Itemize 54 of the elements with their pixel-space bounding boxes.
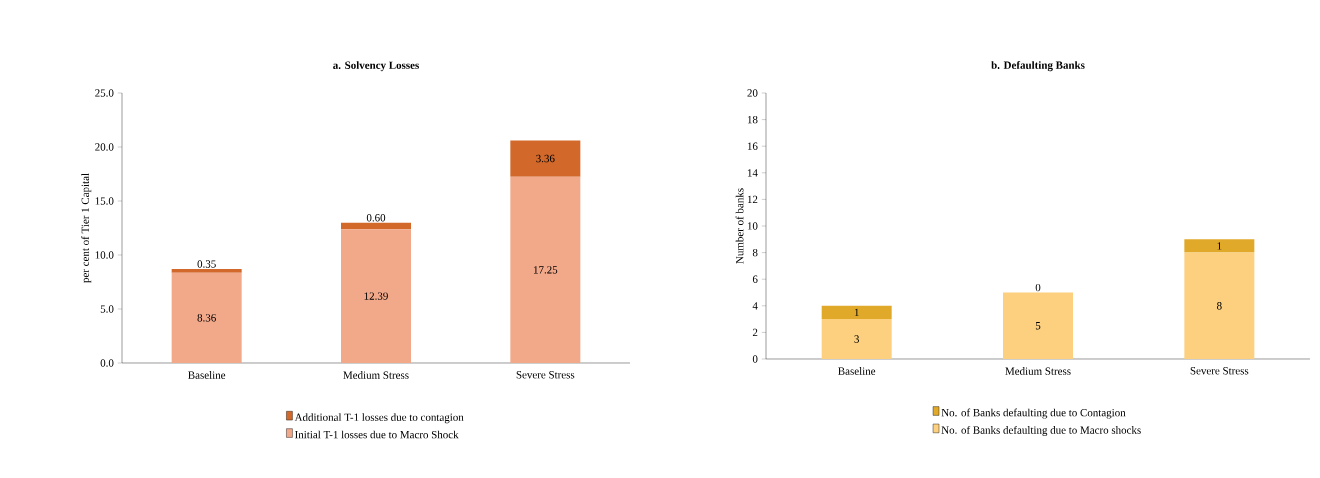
y-tick-label: 25.0 xyxy=(95,89,114,97)
bar xyxy=(821,319,892,359)
chart-title: a. Solvency Losses xyxy=(333,61,419,72)
bar xyxy=(171,272,242,363)
data-label: 3.36 xyxy=(536,154,555,163)
x-tick-label: Medium Stress xyxy=(343,371,409,379)
x-tick-label: Severe Stress xyxy=(516,371,575,379)
bar xyxy=(1003,292,1074,359)
data-label: 8 xyxy=(1217,302,1222,310)
y-tick-label: 15.0 xyxy=(95,197,114,205)
data-label: 0 xyxy=(1035,283,1041,292)
y-tick-label: 6 xyxy=(752,275,758,283)
x-tick-label: Baseline xyxy=(188,371,226,379)
y-tick-label: 12 xyxy=(747,195,758,204)
y-tick-label: 14 xyxy=(747,169,758,177)
bar xyxy=(1184,252,1255,359)
legend-label: Initial T-1 losses due to Macro Shock xyxy=(295,430,459,439)
y-tick-label: 5.0 xyxy=(100,305,114,313)
data-label: 8.36 xyxy=(197,314,216,322)
y-tick-label: 0 xyxy=(752,355,758,363)
data-label: 17.25 xyxy=(533,266,558,274)
y-tick-label: 18 xyxy=(747,115,758,124)
x-tick-label: Severe Stress xyxy=(1190,367,1249,375)
y-tick-label: 2 xyxy=(752,328,758,337)
y-tick-label: 10 xyxy=(747,222,758,230)
y-axis-title: Number of banks xyxy=(735,188,744,264)
bar xyxy=(341,222,411,230)
bar xyxy=(171,268,242,273)
bar xyxy=(821,305,892,320)
y-tick-label: 4 xyxy=(752,302,758,310)
data-label: 0.35 xyxy=(197,260,216,268)
y-tick-label: 0.0 xyxy=(100,359,114,367)
chart-title: b. Defaulting Banks xyxy=(991,61,1085,72)
y-tick-label: 20 xyxy=(747,89,758,97)
data-label: 3 xyxy=(854,335,859,343)
y-tick-label: 10.0 xyxy=(95,251,114,259)
y-axis-title: per cent of Tier 1 Capital xyxy=(81,173,92,283)
data-label: 5 xyxy=(1035,322,1041,330)
y-tick-label: 16 xyxy=(747,142,758,150)
data-label: 1 xyxy=(1217,242,1222,250)
legend-label: No. of Banks defaulting due to Macro shocks xyxy=(941,425,1141,437)
legend-label: No. of Banks defaulting due to Contagion xyxy=(941,408,1126,419)
y-tick-label: 8 xyxy=(752,248,758,257)
y-tick-label: 20.0 xyxy=(95,143,114,151)
bar xyxy=(1184,239,1255,253)
data-label: 0.60 xyxy=(366,214,386,222)
x-tick-label: Baseline xyxy=(838,367,876,375)
data-label: 1 xyxy=(854,308,859,317)
data-label: 12.39 xyxy=(364,292,388,300)
bar xyxy=(341,229,411,363)
bar xyxy=(510,140,581,177)
bar xyxy=(510,176,581,363)
x-tick-label: Medium Stress xyxy=(1005,367,1071,375)
legend-label: Additional T-1 losses due to contagion xyxy=(294,413,464,424)
